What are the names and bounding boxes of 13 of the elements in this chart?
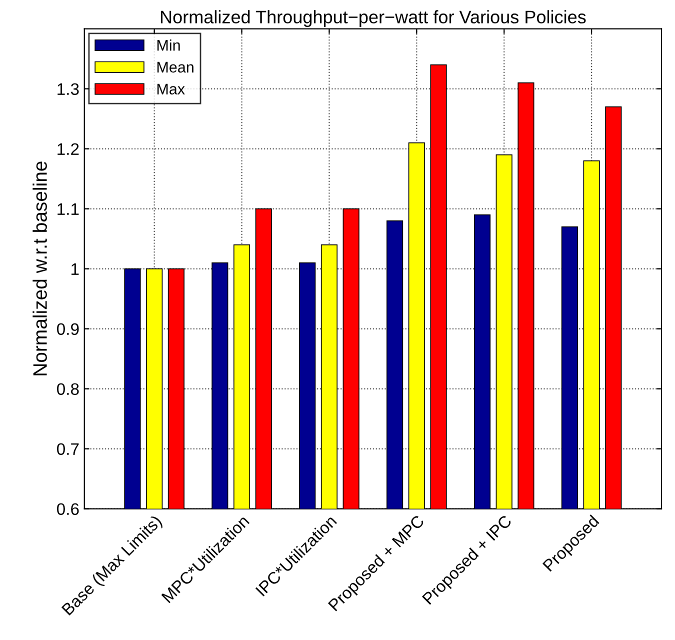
chart-title: Normalized Throughput−per−watt for Various Policies xyxy=(160,10,586,27)
legend-label: Min xyxy=(157,39,180,51)
y-tick-label: 0.8 xyxy=(57,383,79,396)
y-tick-label: 1.1 xyxy=(58,203,79,215)
legend-label: Max xyxy=(157,84,185,94)
y-axis-title: Normalized w.r.t baseline xyxy=(32,162,47,376)
y-tick-label: 1 xyxy=(72,263,79,275)
y-tick-label: 0.9 xyxy=(57,323,79,336)
y-tick-label: 1.2 xyxy=(58,143,79,155)
legend-label: Mean xyxy=(157,62,194,73)
y-tick-label: 1.3 xyxy=(58,83,79,96)
y-tick-label: 0.6 xyxy=(57,503,79,516)
y-tick-label: 0.7 xyxy=(57,443,79,456)
